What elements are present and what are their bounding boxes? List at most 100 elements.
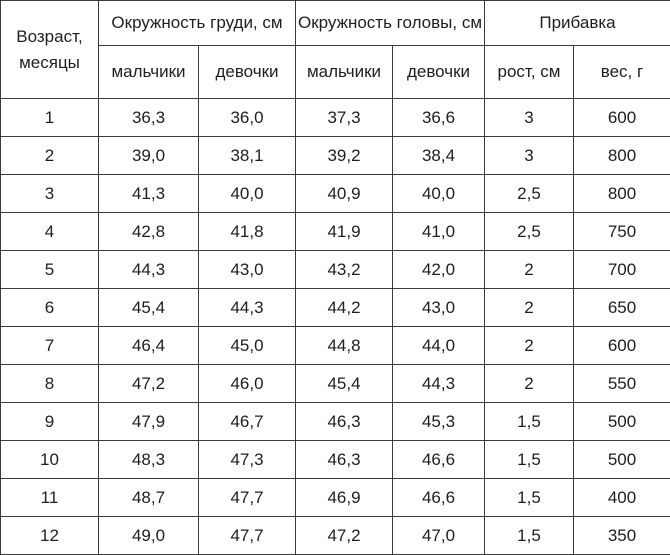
cell-age: 4 — [1, 213, 99, 251]
header-head: Окружность головы, см — [296, 1, 485, 46]
cell-age: 12 — [1, 517, 99, 555]
header-head-girls: девочки — [393, 46, 485, 99]
cell-weight: 550 — [574, 365, 670, 403]
cell-chest-girls: 47,3 — [199, 441, 296, 479]
cell-chest-boys: 41,3 — [99, 175, 199, 213]
cell-chest-girls: 44,3 — [199, 289, 296, 327]
cell-weight: 600 — [574, 99, 670, 137]
cell-chest-girls: 36,0 — [199, 99, 296, 137]
cell-chest-boys: 47,9 — [99, 403, 199, 441]
cell-height: 2 — [485, 327, 574, 365]
cell-weight: 800 — [574, 175, 670, 213]
cell-age: 3 — [1, 175, 99, 213]
cell-chest-girls: 38,1 — [199, 137, 296, 175]
cell-age: 8 — [1, 365, 99, 403]
cell-age: 2 — [1, 137, 99, 175]
cell-chest-boys: 46,4 — [99, 327, 199, 365]
cell-weight: 400 — [574, 479, 670, 517]
cell-weight: 500 — [574, 441, 670, 479]
cell-age: 11 — [1, 479, 99, 517]
cell-head-boys: 44,8 — [296, 327, 393, 365]
cell-chest-boys: 36,3 — [99, 99, 199, 137]
cell-head-girls: 45,3 — [393, 403, 485, 441]
cell-head-boys: 37,3 — [296, 99, 393, 137]
header-head-boys: мальчики — [296, 46, 393, 99]
cell-chest-boys: 39,0 — [99, 137, 199, 175]
cell-height: 2,5 — [485, 213, 574, 251]
cell-chest-boys: 48,3 — [99, 441, 199, 479]
cell-weight: 350 — [574, 517, 670, 555]
cell-head-girls: 36,6 — [393, 99, 485, 137]
cell-weight: 500 — [574, 403, 670, 441]
cell-height: 2 — [485, 289, 574, 327]
cell-head-girls: 43,0 — [393, 289, 485, 327]
cell-height: 2,5 — [485, 175, 574, 213]
cell-weight: 700 — [574, 251, 670, 289]
header-row-top: Возраст, месяцы Окружность груди, см Окр… — [1, 1, 670, 46]
cell-age: 5 — [1, 251, 99, 289]
cell-height: 1,5 — [485, 403, 574, 441]
cell-head-boys: 46,3 — [296, 441, 393, 479]
cell-age: 7 — [1, 327, 99, 365]
cell-height: 1,5 — [485, 517, 574, 555]
cell-head-girls: 47,0 — [393, 517, 485, 555]
cell-chest-girls: 47,7 — [199, 479, 296, 517]
cell-chest-girls: 40,0 — [199, 175, 296, 213]
header-chest: Окружность груди, см — [99, 1, 296, 46]
cell-head-boys: 46,3 — [296, 403, 393, 441]
cell-head-girls: 46,6 — [393, 441, 485, 479]
header-age: Возраст, месяцы — [1, 1, 99, 99]
cell-head-girls: 38,4 — [393, 137, 485, 175]
cell-height: 3 — [485, 137, 574, 175]
cell-chest-girls: 41,8 — [199, 213, 296, 251]
cell-head-boys: 46,9 — [296, 479, 393, 517]
cell-chest-boys: 49,0 — [99, 517, 199, 555]
table-header: Возраст, месяцы Окружность груди, см Окр… — [1, 1, 670, 99]
cell-height: 2 — [485, 251, 574, 289]
cell-chest-girls: 45,0 — [199, 327, 296, 365]
cell-chest-boys: 42,8 — [99, 213, 199, 251]
cell-age: 1 — [1, 99, 99, 137]
header-chest-girls: девочки — [199, 46, 296, 99]
cell-chest-boys: 44,3 — [99, 251, 199, 289]
cell-head-girls: 44,0 — [393, 327, 485, 365]
cell-head-boys: 40,9 — [296, 175, 393, 213]
cell-chest-girls: 43,0 — [199, 251, 296, 289]
cell-head-boys: 47,2 — [296, 517, 393, 555]
cell-height: 1,5 — [485, 441, 574, 479]
cell-head-girls: 42,0 — [393, 251, 485, 289]
cell-head-boys: 39,2 — [296, 137, 393, 175]
cell-weight: 650 — [574, 289, 670, 327]
header-gain-height: рост, см — [485, 46, 574, 99]
cell-chest-boys: 48,7 — [99, 479, 199, 517]
cell-head-girls: 44,3 — [393, 365, 485, 403]
cell-height: 2 — [485, 365, 574, 403]
cell-head-boys: 45,4 — [296, 365, 393, 403]
cell-chest-boys: 47,2 — [99, 365, 199, 403]
cell-chest-girls: 46,0 — [199, 365, 296, 403]
cell-weight: 600 — [574, 327, 670, 365]
header-gain: Прибавка — [485, 1, 670, 46]
header-row-sub: мальчики девочки мальчики девочки рост, … — [1, 46, 670, 99]
cell-chest-girls: 47,7 — [199, 517, 296, 555]
cell-age: 9 — [1, 403, 99, 441]
cell-head-girls: 41,0 — [393, 213, 485, 251]
cell-head-boys: 44,2 — [296, 289, 393, 327]
cell-weight: 800 — [574, 137, 670, 175]
cell-weight: 750 — [574, 213, 670, 251]
cell-chest-girls: 46,7 — [199, 403, 296, 441]
cell-age: 6 — [1, 289, 99, 327]
